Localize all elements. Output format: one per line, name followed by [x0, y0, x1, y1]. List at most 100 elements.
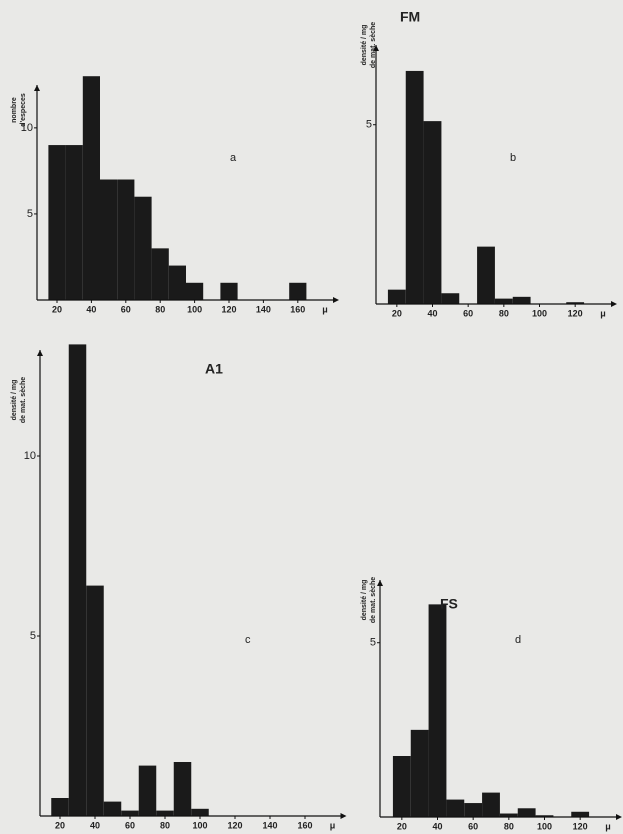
bar — [482, 792, 500, 817]
y-tick-label: 5 — [370, 637, 376, 649]
bar — [220, 282, 238, 300]
x-tick-label: 80 — [155, 304, 165, 314]
bar — [289, 282, 307, 300]
bar — [100, 179, 118, 300]
bar — [441, 293, 460, 304]
bar — [48, 145, 66, 300]
x-tick-label: 100 — [192, 820, 207, 830]
chart-title: FS — [440, 596, 458, 612]
x-arrow — [340, 813, 347, 819]
bar — [428, 604, 447, 817]
bar — [68, 344, 87, 816]
y-tick-label: 10 — [21, 122, 33, 134]
bar — [138, 765, 157, 816]
y-arrow — [37, 350, 43, 356]
x-unit: μ — [600, 308, 606, 318]
y-axis-label: densité / mg — [11, 380, 18, 421]
x-tick-label: 20 — [392, 308, 402, 318]
bar — [156, 810, 174, 816]
bar — [82, 76, 100, 300]
bar — [512, 296, 531, 304]
bar — [387, 289, 406, 304]
x-tick-label: 80 — [160, 820, 170, 830]
y-tick-label: 5 — [27, 208, 33, 220]
bar — [517, 808, 536, 817]
bar — [191, 808, 209, 816]
bar — [499, 813, 518, 817]
y-axis-label: densité / mg — [361, 25, 368, 66]
bar — [392, 756, 411, 817]
x-tick-label: 60 — [125, 820, 135, 830]
bar — [535, 815, 554, 817]
bar — [494, 298, 513, 304]
x-tick-label: 60 — [463, 308, 473, 318]
chart-title: FM — [400, 9, 420, 25]
y-axis-label: d'especes — [20, 93, 27, 127]
x-arrow — [611, 301, 617, 307]
x-arrow — [616, 814, 622, 820]
x-arrow — [333, 297, 339, 303]
x-unit: μ — [322, 304, 328, 314]
x-unit: μ — [330, 820, 336, 830]
x-unit: μ — [605, 821, 611, 831]
y-axis-label: de mat. sèche — [370, 577, 377, 623]
bar — [134, 196, 152, 300]
x-tick-label: 20 — [397, 821, 407, 831]
bar — [51, 798, 69, 816]
y-tick-label: 5 — [366, 119, 372, 131]
y-axis-label: de mat. sèche — [370, 22, 377, 68]
bar — [121, 810, 139, 816]
x-tick-label: 100 — [537, 821, 552, 831]
bar — [571, 811, 590, 817]
y-axis-label: nombre — [11, 97, 18, 123]
x-tick-label: 40 — [432, 821, 442, 831]
x-tick-label: 60 — [468, 821, 478, 831]
bar — [117, 179, 135, 300]
bar — [186, 282, 204, 300]
bar — [464, 803, 483, 817]
x-tick-label: 120 — [573, 821, 588, 831]
bar — [86, 585, 104, 816]
x-tick-label: 140 — [256, 304, 271, 314]
y-arrow — [377, 580, 383, 586]
y-tick-label: 5 — [30, 630, 36, 642]
y-arrow — [373, 45, 379, 51]
x-tick-label: 40 — [427, 308, 437, 318]
panel-label: a — [230, 152, 237, 164]
x-tick-label: 100 — [532, 308, 547, 318]
bar — [151, 248, 169, 300]
x-tick-label: 120 — [221, 304, 236, 314]
bar — [410, 729, 429, 817]
chart-title: A1 — [205, 361, 223, 377]
bar — [566, 302, 585, 304]
y-axis-label: de mat. sèche — [20, 377, 27, 423]
x-tick-label: 160 — [290, 304, 305, 314]
x-tick-label: 120 — [568, 308, 583, 318]
x-tick-label: 20 — [55, 820, 65, 830]
bar — [103, 801, 122, 816]
x-tick-label: 120 — [227, 820, 242, 830]
bar — [423, 121, 442, 304]
bar — [168, 265, 186, 300]
x-tick-label: 100 — [187, 304, 202, 314]
x-tick-label: 80 — [504, 821, 514, 831]
x-tick-label: 160 — [297, 820, 312, 830]
x-tick-label: 60 — [121, 304, 131, 314]
x-tick-label: 40 — [86, 304, 96, 314]
y-tick-label: 10 — [24, 450, 36, 462]
bar — [65, 145, 83, 300]
x-tick-label: 140 — [262, 820, 277, 830]
panel-label: b — [510, 152, 516, 164]
x-tick-label: 40 — [90, 820, 100, 830]
y-arrow — [34, 85, 40, 91]
bar — [173, 762, 192, 816]
panel-label: d — [515, 634, 521, 646]
x-tick-label: 20 — [52, 304, 62, 314]
y-axis-label: densité / mg — [361, 580, 368, 621]
bar — [405, 70, 424, 304]
x-tick-label: 80 — [499, 308, 509, 318]
panel-label: c — [245, 634, 251, 646]
bar — [446, 799, 465, 817]
bar — [477, 246, 495, 304]
